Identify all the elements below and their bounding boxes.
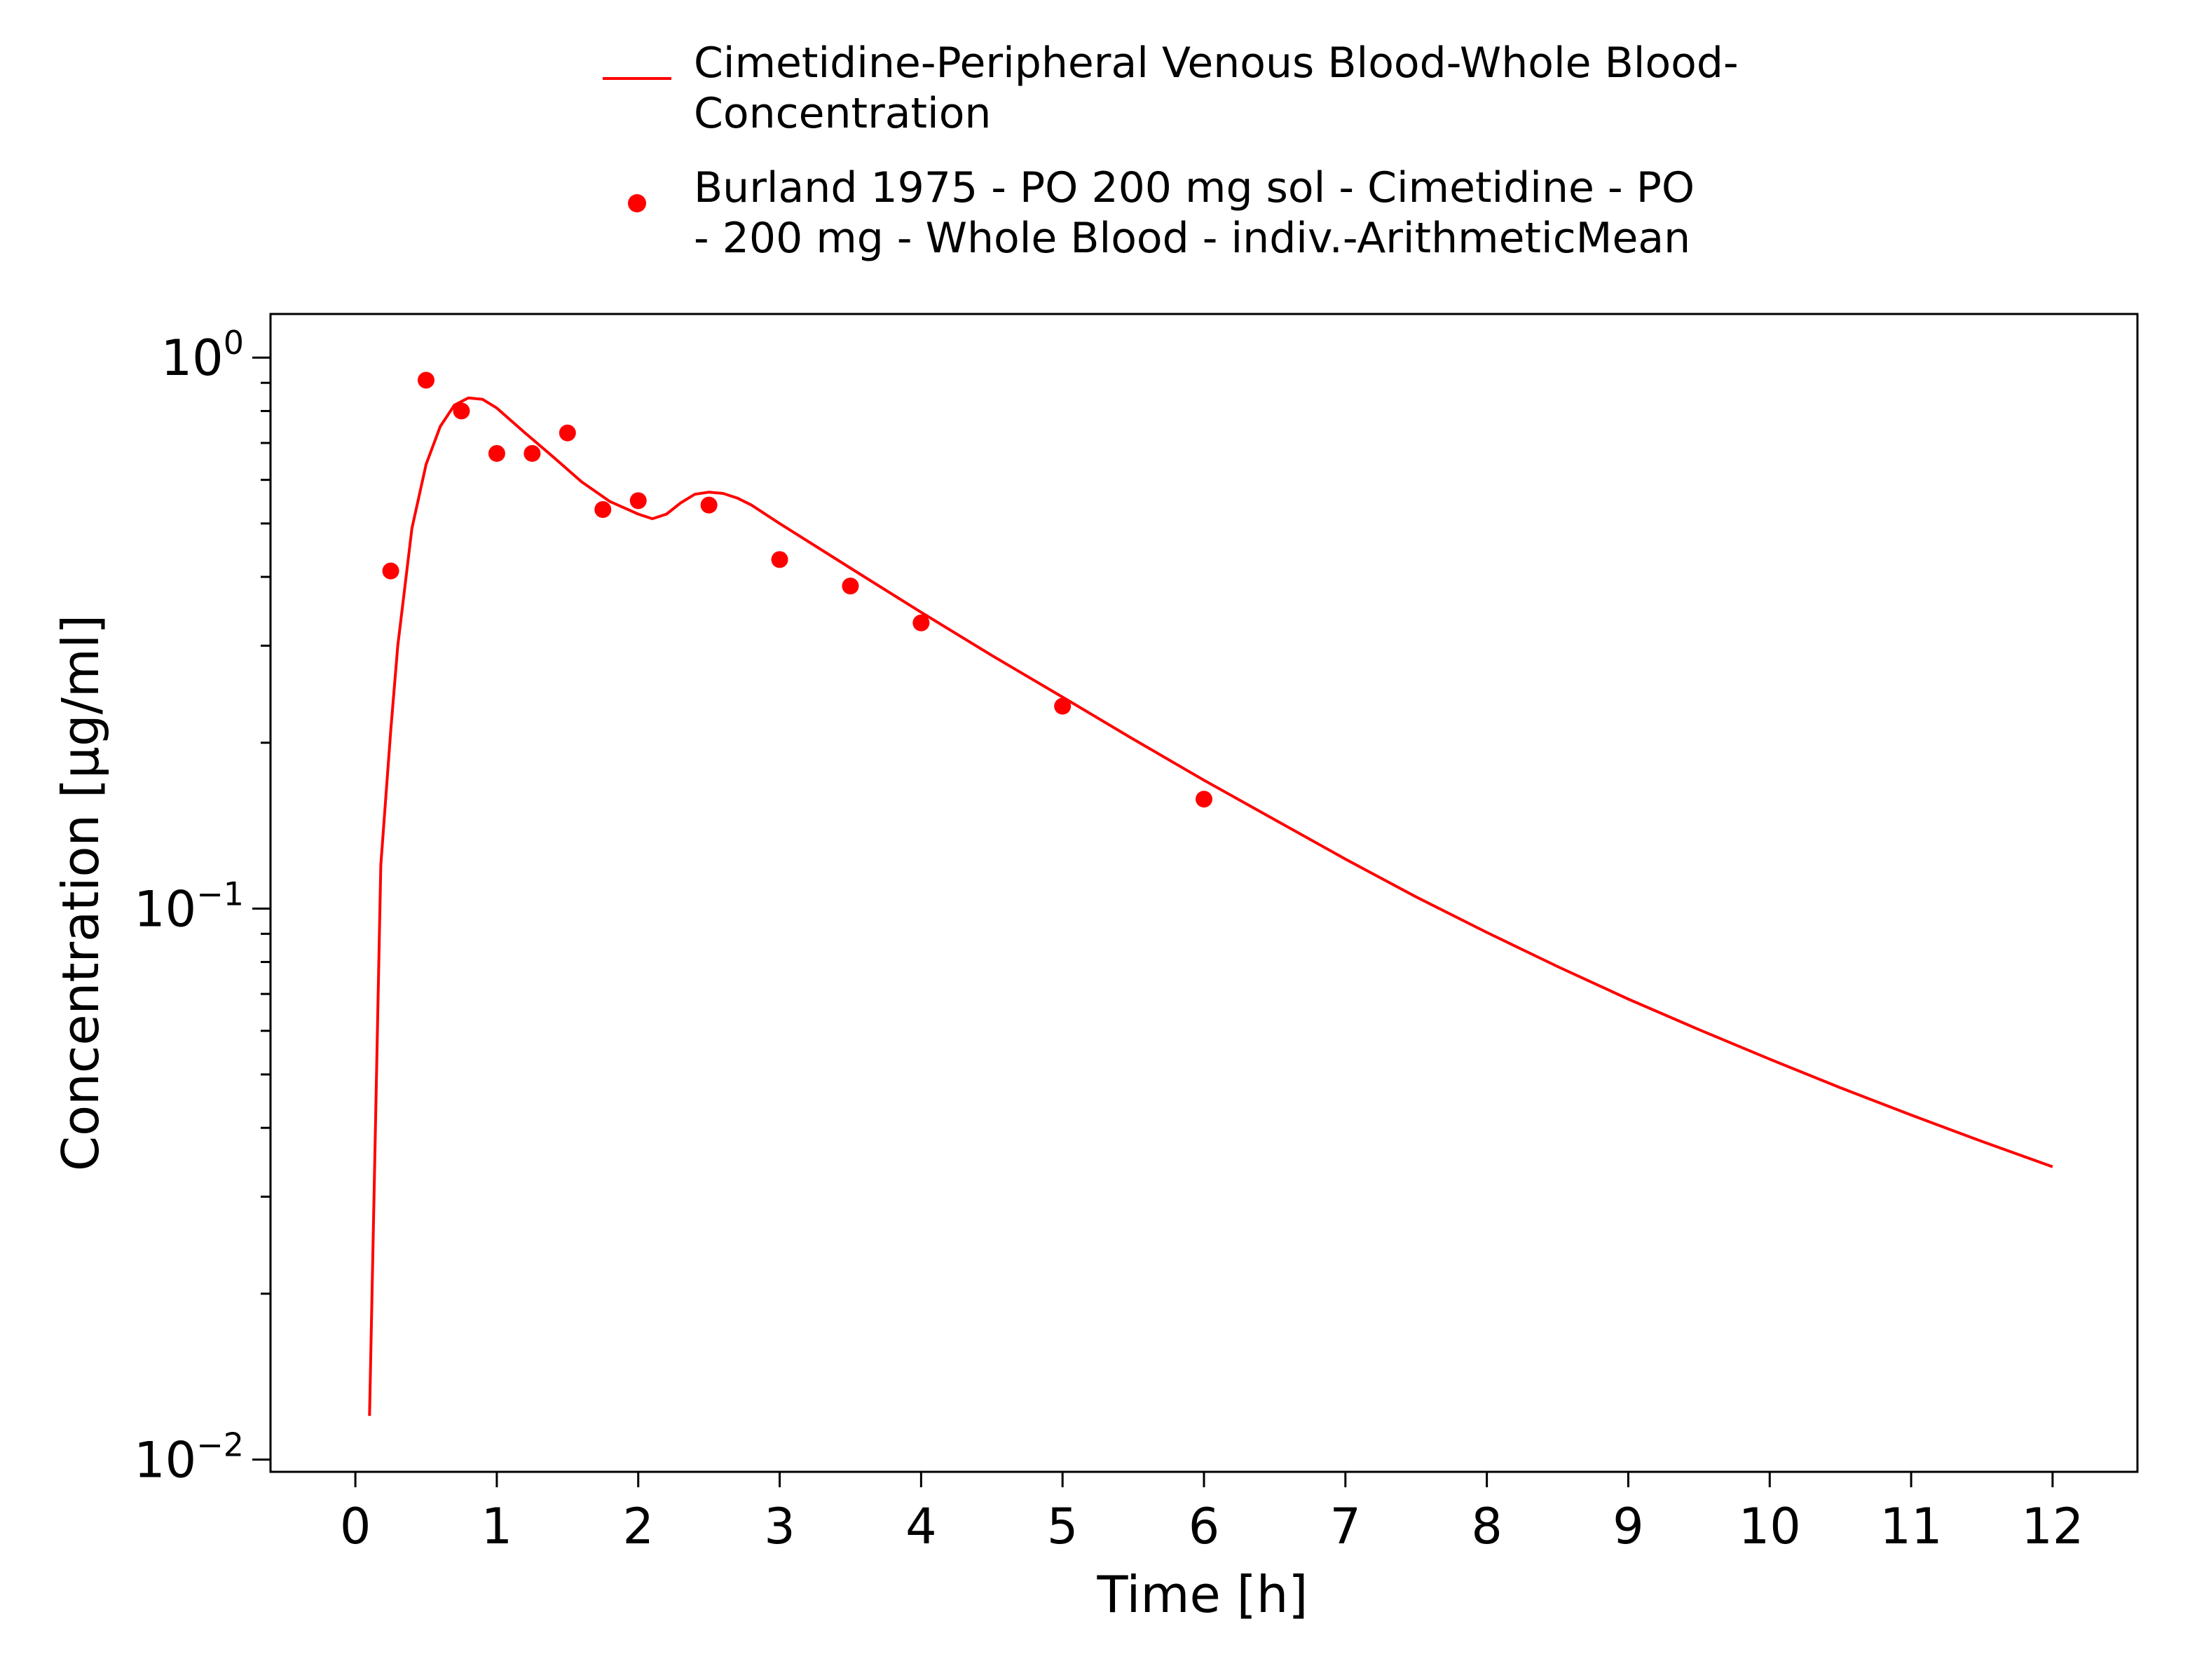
x-tick-label: 8	[1471, 1498, 1503, 1555]
x-tick-label: 7	[1330, 1498, 1362, 1555]
y-tick-label: 100	[161, 324, 244, 387]
y-tick-label: 10−2	[134, 1426, 244, 1489]
observed-data-point	[559, 424, 576, 442]
observed-data-point	[842, 578, 859, 595]
x-tick-label: 1	[481, 1498, 513, 1555]
y-tick-label-exponent: −1	[196, 875, 244, 913]
observed-data-point	[523, 444, 541, 462]
observed-data-point	[453, 402, 470, 420]
observed-data-point	[488, 444, 505, 462]
plot-area	[368, 371, 2053, 1416]
observed-data-point	[594, 500, 612, 518]
x-tick-label: 10	[1739, 1498, 1801, 1555]
y-axis-title: Concentration [µg/ml]	[51, 615, 110, 1171]
observed-data-point	[700, 496, 718, 514]
x-tick-label: 12	[2021, 1498, 2083, 1555]
plot-frame	[269, 313, 2139, 1473]
y-tick-label: 10−1	[134, 875, 244, 938]
legend-line-label-line1: Cimetidine-Peripheral Venous Blood-Whole…	[694, 39, 1739, 88]
legend-marker-label-line1: Burland 1975 - PO 200 mg sol - Cimetidin…	[694, 163, 1695, 212]
y-tick-label-base: 10	[134, 880, 196, 938]
x-tick-label: 2	[622, 1498, 654, 1555]
observed-data-point	[629, 492, 647, 510]
x-axis-title: Time [h]	[1097, 1565, 1308, 1624]
observed-data-point	[1054, 697, 1072, 715]
simulation-curve	[368, 396, 2053, 1416]
observed-data-point	[382, 562, 399, 580]
legend-marker-label-line2: - 200 mg - Whole Blood - indiv.-Arithmet…	[694, 214, 1690, 263]
y-tick-label-exponent: −2	[196, 1426, 244, 1463]
x-tick-label: 6	[1189, 1498, 1220, 1555]
observed-data-point	[418, 371, 434, 389]
y-tick-label-base: 10	[161, 329, 224, 387]
x-axis: 0 1 2 3 4 5 6 7 8 9 10 11 12	[340, 1472, 2083, 1555]
x-tick-label: 4	[905, 1498, 937, 1555]
legend-marker-swatch	[628, 194, 646, 212]
y-tick-label-exponent: 0	[224, 324, 244, 362]
x-tick-label: 9	[1613, 1498, 1644, 1555]
x-tick-label: 5	[1047, 1498, 1079, 1555]
x-tick-label: 11	[1880, 1498, 1943, 1555]
observed-data-point	[912, 614, 930, 631]
y-tick-label-base: 10	[134, 1431, 196, 1489]
observed-data-point	[1196, 791, 1212, 808]
x-tick-label: 3	[764, 1498, 795, 1555]
x-tick-label: 0	[340, 1498, 371, 1555]
legend: Cimetidine-Peripheral Venous Blood-Whole…	[603, 39, 1739, 263]
legend-line-label-line2: Concentration	[694, 89, 991, 138]
observed-data-point	[771, 551, 788, 568]
